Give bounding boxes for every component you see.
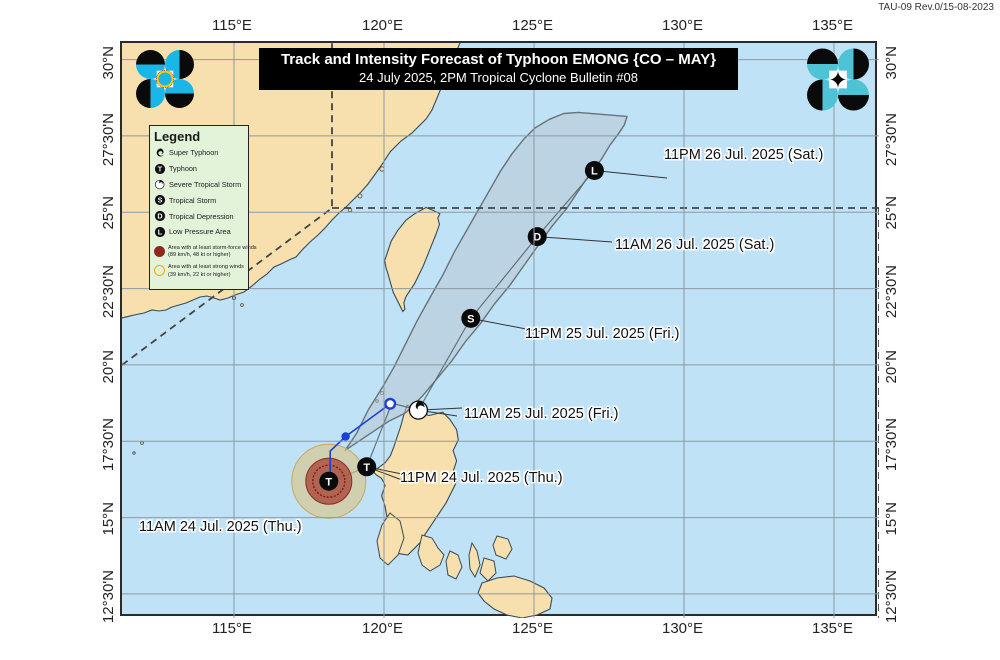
svg-text:L: L [158, 228, 163, 237]
svg-text:T: T [158, 164, 163, 173]
svg-text:T: T [363, 462, 370, 474]
svg-text:S: S [158, 196, 163, 205]
svg-text:T: T [325, 476, 332, 488]
svg-text:L: L [591, 166, 598, 178]
svg-text:D: D [157, 212, 162, 221]
svg-text:S: S [467, 314, 474, 326]
